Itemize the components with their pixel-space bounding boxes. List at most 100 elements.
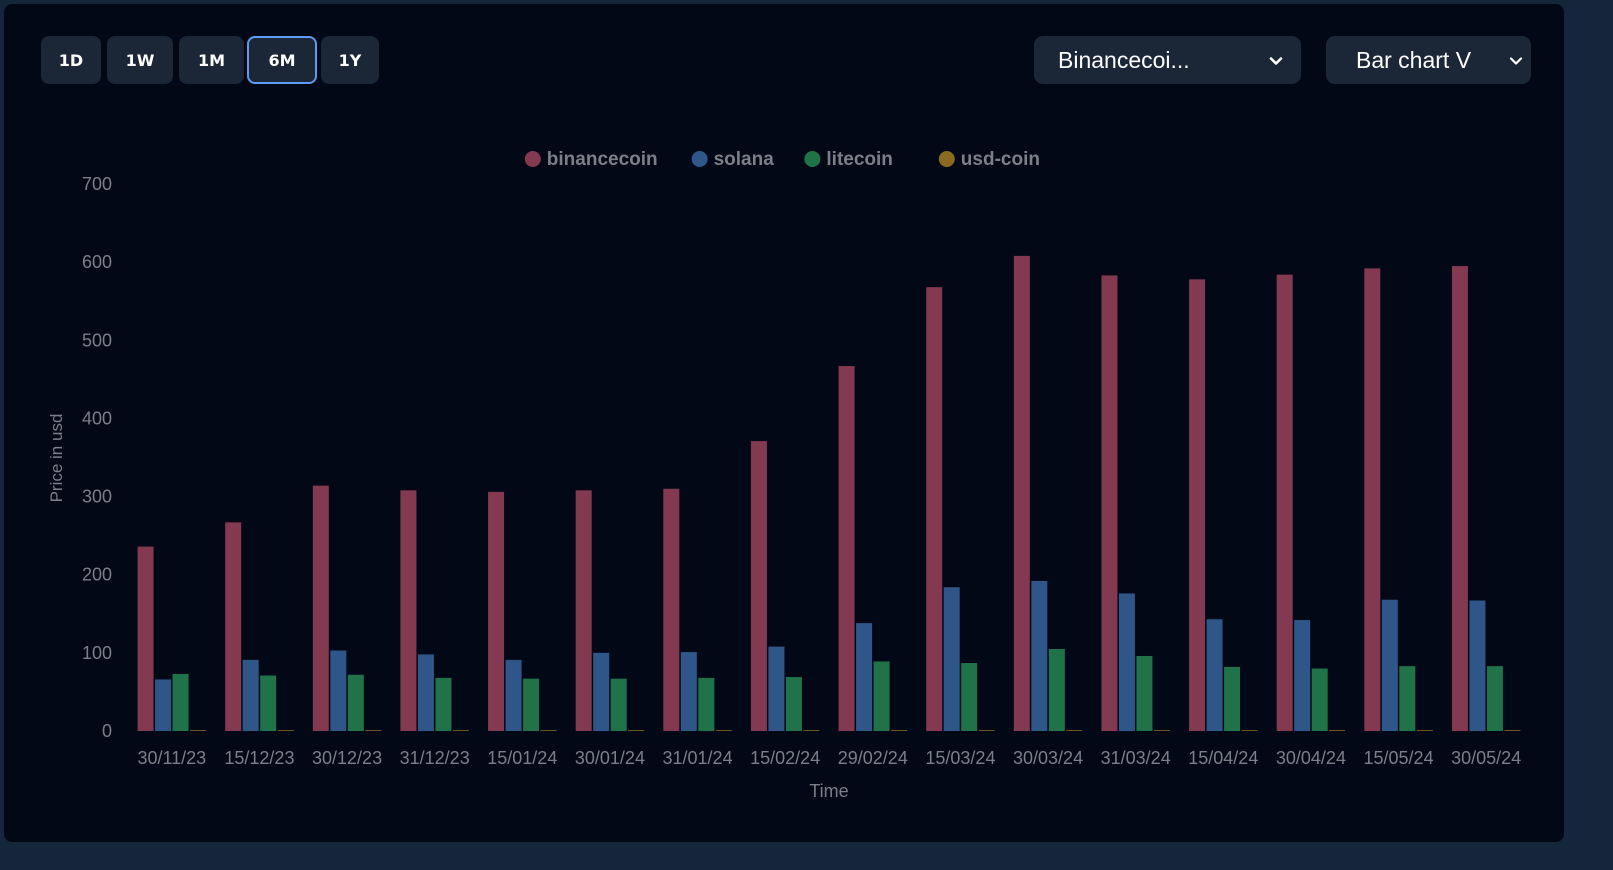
bar-litecoin[interactable] bbox=[1312, 668, 1328, 731]
bar-litecoin[interactable] bbox=[1049, 649, 1065, 731]
bar-solana[interactable] bbox=[593, 653, 609, 731]
x-tick-label: 15/03/24 bbox=[925, 748, 995, 768]
x-tick-label: 15/01/24 bbox=[487, 748, 557, 768]
bar-litecoin[interactable] bbox=[1399, 666, 1415, 731]
bar-litecoin[interactable] bbox=[786, 677, 802, 731]
bar-litecoin[interactable] bbox=[874, 661, 890, 731]
bar-binancecoin[interactable] bbox=[488, 492, 504, 731]
bar-usd-coin[interactable] bbox=[541, 730, 557, 731]
x-tick-label: 15/05/24 bbox=[1364, 748, 1434, 768]
bar-litecoin[interactable] bbox=[523, 679, 539, 731]
bar-litecoin[interactable] bbox=[1224, 667, 1240, 731]
legend-swatch bbox=[804, 151, 820, 167]
x-tick-label: 31/03/24 bbox=[1101, 748, 1171, 768]
bar-solana[interactable] bbox=[1207, 619, 1223, 731]
bar-solana[interactable] bbox=[506, 660, 522, 731]
y-tick-label: 0 bbox=[102, 721, 112, 741]
bar-binancecoin[interactable] bbox=[1277, 275, 1293, 731]
x-tick-label: 15/04/24 bbox=[1188, 748, 1258, 768]
bar-usd-coin[interactable] bbox=[628, 730, 644, 731]
x-tick-label: 30/11/23 bbox=[137, 748, 206, 768]
x-tick-label: 30/05/24 bbox=[1451, 748, 1521, 768]
bar-usd-coin[interactable] bbox=[278, 730, 294, 731]
bar-solana[interactable] bbox=[1469, 601, 1485, 731]
bar-binancecoin[interactable] bbox=[1101, 275, 1117, 731]
bar-usd-coin[interactable] bbox=[1242, 730, 1258, 731]
bar-binancecoin[interactable] bbox=[839, 366, 855, 731]
legend-label: binancecoin bbox=[547, 149, 658, 170]
legend-item-solana[interactable]: solana bbox=[692, 149, 775, 170]
bar-binancecoin[interactable] bbox=[576, 490, 592, 731]
legend-label: usd-coin bbox=[961, 149, 1040, 170]
legend-swatch bbox=[525, 151, 541, 167]
x-tick-label: 31/01/24 bbox=[663, 748, 733, 768]
bar-solana[interactable] bbox=[1119, 593, 1135, 731]
y-tick-label: 100 bbox=[82, 643, 112, 663]
bar-solana[interactable] bbox=[155, 679, 171, 731]
bar-usd-coin[interactable] bbox=[1417, 730, 1433, 731]
x-tick-label: 30/12/23 bbox=[312, 748, 382, 768]
y-axis-ticks: 0 100 200 300 400 500 600 700 bbox=[82, 174, 112, 741]
bar-usd-coin[interactable] bbox=[891, 730, 907, 731]
bar-solana[interactable] bbox=[944, 587, 960, 731]
x-tick-label: 29/02/24 bbox=[838, 748, 908, 768]
bar-solana[interactable] bbox=[330, 651, 346, 731]
y-tick-label: 500 bbox=[82, 330, 112, 350]
bar-solana[interactable] bbox=[768, 647, 784, 731]
x-axis-ticks: 30/11/23 15/12/23 30/12/23 31/12/23 15/01/24… bbox=[137, 748, 1521, 768]
bar-binancecoin[interactable] bbox=[663, 489, 679, 731]
bar-litecoin[interactable] bbox=[611, 679, 627, 731]
chart-bars bbox=[138, 256, 1521, 731]
bar-litecoin[interactable] bbox=[1136, 656, 1152, 731]
bar-usd-coin[interactable] bbox=[803, 730, 819, 731]
bar-litecoin[interactable] bbox=[698, 678, 714, 731]
legend-label: litecoin bbox=[826, 149, 893, 170]
bar-binancecoin[interactable] bbox=[1364, 268, 1380, 731]
bar-binancecoin[interactable] bbox=[138, 547, 154, 731]
y-axis-label: Price in usd bbox=[47, 414, 66, 503]
bar-binancecoin[interactable] bbox=[751, 441, 767, 731]
bar-binancecoin[interactable] bbox=[313, 486, 329, 731]
y-tick-label: 200 bbox=[82, 565, 112, 585]
bar-binancecoin[interactable] bbox=[1189, 279, 1205, 731]
bar-usd-coin[interactable] bbox=[979, 730, 995, 731]
bar-solana[interactable] bbox=[856, 623, 872, 731]
legend-label: solana bbox=[714, 149, 775, 170]
bar-usd-coin[interactable] bbox=[453, 730, 469, 731]
bar-usd-coin[interactable] bbox=[1154, 730, 1170, 731]
x-tick-label: 31/12/23 bbox=[400, 748, 470, 768]
x-tick-label: 30/03/24 bbox=[1013, 748, 1083, 768]
bar-solana[interactable] bbox=[681, 652, 697, 731]
bar-binancecoin[interactable] bbox=[1014, 256, 1030, 731]
y-tick-label: 400 bbox=[82, 408, 112, 428]
bar-binancecoin[interactable] bbox=[1452, 266, 1468, 731]
bar-usd-coin[interactable] bbox=[1504, 730, 1520, 731]
bar-usd-coin[interactable] bbox=[190, 730, 206, 731]
y-tick-label: 300 bbox=[82, 487, 112, 507]
bar-litecoin[interactable] bbox=[260, 676, 276, 731]
bar-binancecoin[interactable] bbox=[926, 287, 942, 731]
bar-usd-coin[interactable] bbox=[365, 730, 381, 731]
bar-litecoin[interactable] bbox=[173, 674, 189, 731]
bar-usd-coin[interactable] bbox=[716, 730, 732, 731]
bar-usd-coin[interactable] bbox=[1329, 730, 1345, 731]
bar-litecoin[interactable] bbox=[1487, 666, 1503, 731]
bar-solana[interactable] bbox=[1382, 600, 1398, 731]
bar-binancecoin[interactable] bbox=[400, 490, 416, 731]
bar-binancecoin[interactable] bbox=[225, 522, 241, 731]
bar-solana[interactable] bbox=[1294, 620, 1310, 731]
bar-litecoin[interactable] bbox=[435, 678, 451, 731]
x-axis-label: Time bbox=[809, 781, 848, 801]
x-tick-label: 30/04/24 bbox=[1276, 748, 1346, 768]
bar-solana[interactable] bbox=[243, 660, 259, 731]
bar-litecoin[interactable] bbox=[348, 675, 364, 731]
bar-solana[interactable] bbox=[418, 654, 434, 731]
legend-item-usd-coin[interactable]: usd-coin bbox=[939, 149, 1040, 170]
bar-litecoin[interactable] bbox=[961, 663, 977, 731]
legend-item-binancecoin[interactable]: binancecoin bbox=[525, 149, 658, 170]
legend-item-litecoin[interactable]: litecoin bbox=[804, 149, 893, 170]
bar-usd-coin[interactable] bbox=[1066, 730, 1082, 731]
x-tick-label: 30/01/24 bbox=[575, 748, 645, 768]
bar-solana[interactable] bbox=[1031, 581, 1047, 731]
